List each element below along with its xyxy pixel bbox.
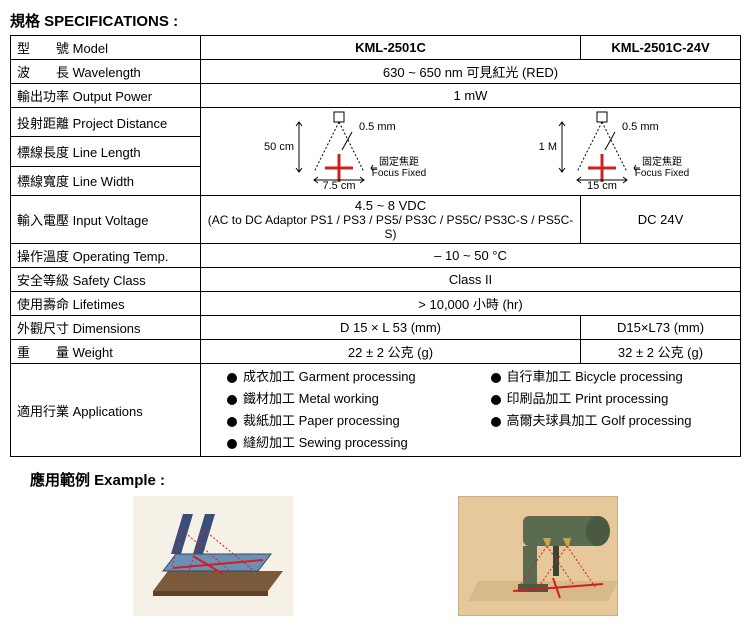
voltage-a: 4.5 ~ 8 VDC (AC to DC Adaptor PS1 / PS3 … — [201, 196, 581, 244]
diag-a-spread: 7.5 cm — [322, 180, 355, 190]
model-a: KML-2501C — [201, 36, 581, 60]
diag-b-spread: 15 cm — [587, 180, 617, 190]
power-val: 1 mW — [201, 84, 741, 108]
linewidth-label: 標線寬度 Line Width — [11, 166, 201, 195]
optemp-label: 操作溫度 Operating Temp. — [11, 244, 201, 268]
example-title: 應用範例 Example : — [30, 469, 740, 490]
app-item: 成衣加工 Garment processing — [227, 366, 471, 388]
weight-label: 重 量 Weight — [11, 340, 201, 364]
example-image-sewing — [458, 496, 618, 616]
diagram-a: 50 cm 0.5 mm 7.5 cm 固定焦距 Focus Fixed — [239, 110, 439, 193]
bullet-icon — [227, 373, 237, 383]
optemp-val: – 10 ~ 50 °C — [201, 244, 741, 268]
dim-label: 外觀尺寸 Dimensions — [11, 316, 201, 340]
voltage-a-sub: (AC to DC Adaptor PS1 / PS3 / PS5/ PS3C … — [207, 213, 574, 241]
diag-b-focus-en: Focus Fixed — [635, 168, 689, 179]
wavelength-label: 波 長 Wavelength — [11, 60, 201, 84]
app-item: 裁紙加工 Paper processing — [227, 410, 471, 432]
example-row — [10, 496, 740, 616]
app-item: 高爾夫球具加工 Golf processing — [491, 410, 735, 432]
diag-a-focus: 固定焦距 — [379, 155, 419, 168]
dim-a: D 15 × L 53 (mm) — [201, 316, 581, 340]
apps-label: 適用行業 Applications — [11, 364, 201, 457]
apps-cell: 成衣加工 Garment processing 鐵材加工 Metal worki… — [201, 364, 741, 457]
projdist-label: 投射距離 Project Distance — [11, 108, 201, 137]
spec-title: 規格 SPECIFICATIONS : — [10, 10, 740, 31]
example-image-cutting — [133, 496, 293, 616]
safety-val: Class II — [201, 268, 741, 292]
app-item: 縫紉加工 Sewing processing — [227, 432, 471, 454]
model-b: KML-2501C-24V — [581, 36, 741, 60]
voltage-b: DC 24V — [581, 196, 741, 244]
bullet-icon — [227, 417, 237, 427]
wavelength-val: 630 ~ 650 nm 可見紅光 (RED) — [201, 60, 741, 84]
bullet-icon — [491, 395, 501, 405]
diag-a-linew: 0.5 mm — [359, 121, 396, 133]
weight-a: 22 ± 2 公克 (g) — [201, 340, 581, 364]
diag-b-dist: 1 M — [539, 141, 557, 153]
bullet-icon — [491, 373, 501, 383]
app-item: 鐵材加工 Metal working — [227, 388, 471, 410]
weight-b: 32 ± 2 公克 (g) — [581, 340, 741, 364]
model-label: 型 號 Model — [11, 36, 201, 60]
lifetime-label: 使用壽命 Lifetimes — [11, 292, 201, 316]
safety-label: 安全等級 Safety Class — [11, 268, 201, 292]
diag-b-linew: 0.5 mm — [622, 121, 659, 133]
diagram-cell: 50 cm 0.5 mm 7.5 cm 固定焦距 Focus Fixed — [201, 108, 741, 196]
app-item: 自行車加工 Bicycle processing — [491, 366, 735, 388]
diag-a-focus-en: Focus Fixed — [372, 168, 426, 179]
diag-b-focus: 固定焦距 — [642, 155, 682, 168]
spec-table: 型 號 Model KML-2501C KML-2501C-24V 波 長 Wa… — [10, 35, 741, 457]
lifetime-val: > 10,000 小時 (hr) — [201, 292, 741, 316]
diag-a-dist: 50 cm — [264, 141, 294, 153]
bullet-icon — [227, 395, 237, 405]
bullet-icon — [227, 439, 237, 449]
bullet-icon — [491, 417, 501, 427]
diagram-b: 1 M 0.5 mm 15 cm 固定焦距 Focus Fixed — [502, 110, 702, 193]
voltage-a-main: 4.5 ~ 8 VDC — [207, 198, 574, 213]
app-item: 印刷品加工 Print processing — [491, 388, 735, 410]
dim-b: D15×L73 (mm) — [581, 316, 741, 340]
voltage-label: 輸入電壓 Input Voltage — [11, 196, 201, 244]
linelen-label: 標線長度 Line Length — [11, 137, 201, 166]
power-label: 輸出功率 Output Power — [11, 84, 201, 108]
